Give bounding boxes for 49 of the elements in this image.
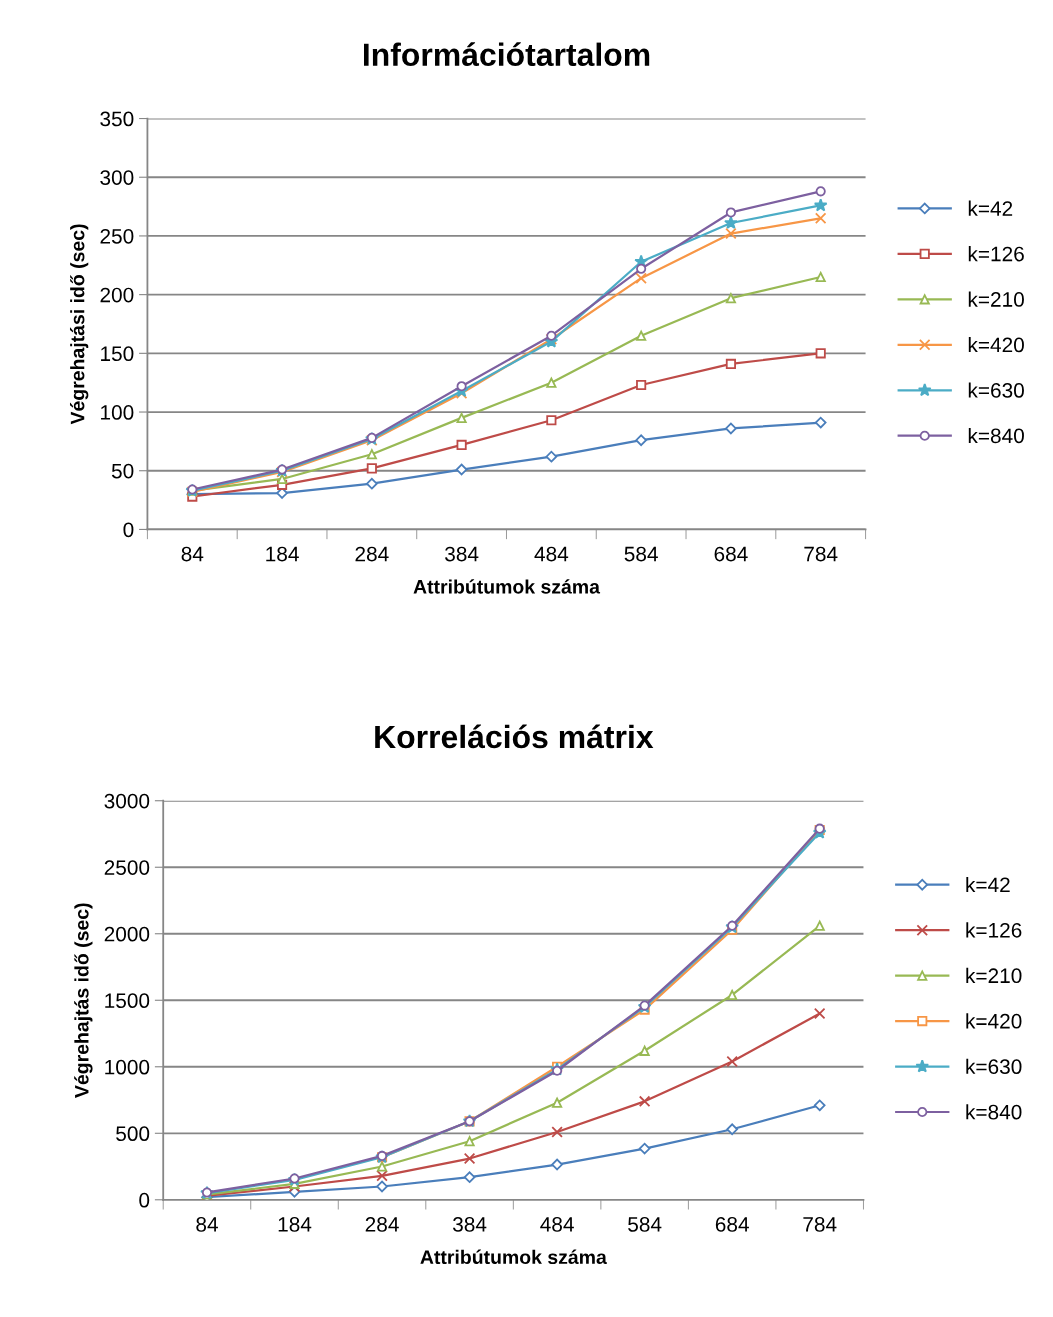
chart-title: Információtartalom: [363, 42, 650, 67]
y-axis-title: Végrehajtás idő (sec): [74, 903, 93, 1098]
y-tick-label: 2000: [104, 926, 150, 942]
y-tick-label: 50: [111, 463, 134, 479]
y-tick-label: 100: [101, 405, 134, 420]
legend-label: k=126: [966, 922, 1022, 938]
x-axis-title: Attribútumok száma: [413, 579, 601, 594]
x-tick-label: 184: [278, 1217, 312, 1232]
x-tick-label: 784: [803, 1217, 837, 1232]
y-tick-label: 500: [116, 1126, 150, 1142]
x-tick-label: 484: [534, 546, 569, 562]
legend-label: k=630: [968, 382, 1024, 398]
y-axis-title: Végrehajtási idő (sec): [69, 224, 89, 425]
legend-label: k=126: [968, 246, 1024, 262]
legend-label: k=630: [966, 1058, 1022, 1075]
chart-title: Korrelációs mátrix: [375, 724, 654, 749]
legend-label: k=210: [968, 291, 1024, 307]
x-tick-label: 684: [714, 546, 748, 562]
x-tick-label: 584: [624, 546, 658, 562]
legend-label: k=840: [966, 1104, 1022, 1120]
x-axis-title: Attribútumok száma: [420, 1249, 607, 1265]
y-tick-label: 2500: [104, 860, 150, 875]
legend-label: k=420: [968, 337, 1024, 353]
legend-label: k=420: [966, 1013, 1022, 1029]
x-tick-label: 84: [181, 546, 204, 562]
legend-label: k=42: [966, 876, 1010, 892]
legend-label: k=210: [966, 967, 1022, 984]
x-tick-label: 584: [628, 1217, 662, 1232]
legend-label: k=42: [968, 200, 1013, 216]
x-tick-label: 384: [445, 546, 479, 562]
x-tick-label: 284: [355, 546, 389, 562]
x-tick-label: 84: [196, 1217, 218, 1232]
x-tick-label: 284: [365, 1217, 399, 1232]
x-tick-label: 484: [540, 1217, 574, 1232]
x-tick-label: 384: [452, 1217, 487, 1232]
y-tick-label: 0: [139, 1192, 150, 1208]
x-tick-label: 784: [804, 546, 838, 562]
y-tick-label: 300: [100, 170, 134, 185]
y-tick-label: 150: [101, 346, 134, 362]
legend-label: k=840: [968, 427, 1024, 444]
y-tick-label: 200: [100, 287, 134, 303]
x-tick-label: 684: [715, 1217, 749, 1232]
y-tick-label: 250: [100, 228, 134, 244]
y-tick-label: 1000: [105, 1059, 150, 1075]
y-tick-label: 1500: [105, 993, 150, 1009]
y-tick-label: 3000: [104, 793, 150, 809]
x-tick-label: 184: [266, 546, 299, 562]
y-tick-label: 350: [100, 111, 134, 127]
y-tick-label: 0: [123, 522, 134, 538]
